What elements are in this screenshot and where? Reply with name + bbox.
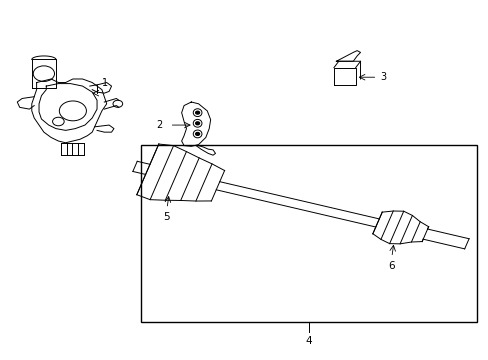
Text: 5: 5 <box>163 212 170 222</box>
Text: 2: 2 <box>156 120 162 130</box>
Bar <box>140 145 476 322</box>
Circle shape <box>195 122 199 125</box>
Text: 3: 3 <box>379 72 385 82</box>
Text: 4: 4 <box>305 336 311 346</box>
Circle shape <box>195 111 199 114</box>
Text: 1: 1 <box>102 77 108 87</box>
Text: 6: 6 <box>387 261 394 271</box>
Circle shape <box>195 132 199 135</box>
